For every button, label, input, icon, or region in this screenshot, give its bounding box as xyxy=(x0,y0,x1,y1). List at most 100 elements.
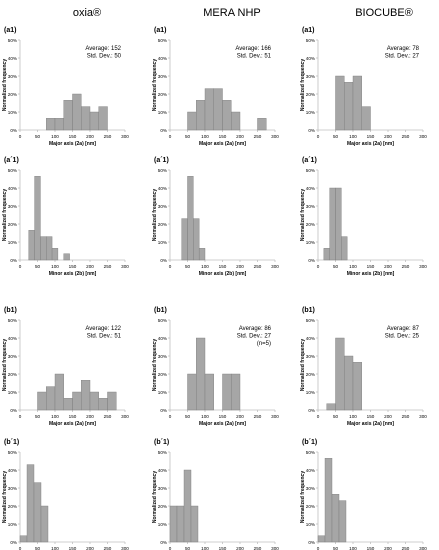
y-tick-label: 40% xyxy=(158,56,167,61)
x-tick-label: 300 xyxy=(271,414,279,419)
histogram-bar xyxy=(329,187,336,261)
x-tick-label: 100 xyxy=(201,414,209,419)
x-tick-label: 50 xyxy=(333,546,339,550)
y-tick-label: 30% xyxy=(8,74,17,79)
y-tick-label: 40% xyxy=(158,186,167,191)
y-tick-label: 0% xyxy=(308,128,315,133)
histogram-panel: (b1) 0% 10% 20% 30% 40% 50% 0 50 100 150 200 250 300 M… xyxy=(152,307,279,427)
y-tick-label: 50% xyxy=(158,168,167,173)
x-axis-label: Major axis (2a) [nm] xyxy=(347,421,394,427)
histogram-panel: (b´1) 0% 10% 20% 30% 40% 50% 0 50 100 150 200 250 300… xyxy=(300,439,427,550)
x-tick-label: 0 xyxy=(169,414,172,419)
stats-annotation: (n=5) xyxy=(257,341,271,347)
column-title-oxia: oxia® xyxy=(73,7,101,19)
stats-annotation: Std. Dev.: 27 xyxy=(385,54,420,60)
y-axis-label: Normalized frequency xyxy=(2,189,8,241)
histogram-bar xyxy=(40,236,47,261)
x-tick-label: 100 xyxy=(51,264,59,269)
x-tick-label: 50 xyxy=(35,414,41,419)
x-tick-label: 200 xyxy=(236,546,244,550)
y-tick-label: 40% xyxy=(306,56,315,61)
x-tick-label: 100 xyxy=(51,134,59,139)
panel-label: (b1) xyxy=(154,307,167,314)
x-tick-label: 50 xyxy=(333,264,339,269)
stats-annotation: Std. Dev.: 51 xyxy=(237,54,272,60)
y-tick-label: 20% xyxy=(306,372,315,377)
histogram-panel: (a´1) 0% 10% 20% 30% 40% 50% 0 50 100 150 200 250 300… xyxy=(152,157,279,277)
x-tick-label: 300 xyxy=(121,264,129,269)
histogram-bar xyxy=(34,176,41,261)
histogram-bar xyxy=(63,253,70,261)
y-tick-label: 10% xyxy=(8,390,17,395)
panel-label: (b´1) xyxy=(4,439,19,446)
histogram-bar xyxy=(89,111,99,131)
x-tick-label: 300 xyxy=(271,264,279,269)
y-tick-label: 10% xyxy=(8,110,17,115)
panel-label: (a´1) xyxy=(154,157,169,164)
y-tick-label: 0% xyxy=(10,540,17,545)
histogram-bar xyxy=(46,236,53,261)
y-tick-label: 10% xyxy=(158,110,167,115)
histogram-bar xyxy=(231,373,241,411)
x-tick-label: 300 xyxy=(419,264,427,269)
stats-annotation: Average: 166 xyxy=(235,46,271,52)
x-tick-label: 200 xyxy=(86,134,94,139)
x-tick-label: 50 xyxy=(185,134,191,139)
y-tick-label: 40% xyxy=(8,56,17,61)
x-tick-label: 50 xyxy=(35,264,41,269)
y-tick-label: 20% xyxy=(306,222,315,227)
x-tick-label: 0 xyxy=(169,134,172,139)
y-tick-label: 50% xyxy=(8,38,17,43)
y-tick-label: 0% xyxy=(308,540,315,545)
x-tick-label: 250 xyxy=(402,134,410,139)
histogram-bar xyxy=(323,248,330,261)
histogram-bar xyxy=(181,218,188,261)
x-tick-label: 200 xyxy=(86,264,94,269)
y-tick-label: 50% xyxy=(8,450,17,455)
y-tick-label: 0% xyxy=(308,408,315,413)
x-tick-label: 150 xyxy=(367,264,375,269)
panel-label: (a1) xyxy=(154,27,166,34)
histogram-panel: (b1) 0% 10% 20% 30% 40% 50% 0 50 100 150 200 250 300 M… xyxy=(2,307,129,427)
histogram-bar xyxy=(183,469,192,543)
histogram-bar xyxy=(326,403,336,411)
y-tick-label: 30% xyxy=(158,486,167,491)
y-tick-label: 50% xyxy=(306,168,315,173)
y-tick-label: 10% xyxy=(158,390,167,395)
panel-label: (a´1) xyxy=(302,157,317,164)
histogram-bar xyxy=(361,106,371,131)
y-tick-label: 40% xyxy=(8,186,17,191)
x-axis-label: Major axis (2a) [nm] xyxy=(199,141,246,147)
y-tick-label: 50% xyxy=(158,318,167,323)
histogram-bar xyxy=(352,75,362,131)
y-tick-label: 40% xyxy=(158,336,167,341)
histogram-bar xyxy=(331,494,340,543)
x-tick-label: 50 xyxy=(185,264,191,269)
x-tick-label: 150 xyxy=(367,134,375,139)
histogram-bar xyxy=(187,111,197,131)
y-tick-label: 0% xyxy=(160,408,167,413)
y-tick-label: 20% xyxy=(8,372,17,377)
y-tick-label: 30% xyxy=(8,354,17,359)
y-axis-label: Normalized frequency xyxy=(300,471,306,523)
histogram-bar xyxy=(341,236,348,261)
x-tick-label: 0 xyxy=(19,546,22,550)
y-axis-label: Normalized frequency xyxy=(2,471,8,523)
x-tick-label: 100 xyxy=(349,546,357,550)
x-tick-label: 150 xyxy=(69,546,77,550)
y-tick-label: 20% xyxy=(158,372,167,377)
y-tick-label: 20% xyxy=(8,222,17,227)
x-tick-label: 150 xyxy=(219,546,227,550)
x-tick-label: 0 xyxy=(169,546,172,550)
x-tick-label: 150 xyxy=(69,134,77,139)
histogram-bar xyxy=(37,391,47,411)
x-axis-label: Minor axis (2b) [nm] xyxy=(199,271,247,277)
x-tick-label: 250 xyxy=(104,264,112,269)
x-tick-label: 250 xyxy=(254,546,262,550)
x-axis-label: Major axis (2a) [nm] xyxy=(49,141,96,147)
y-axis-label: Normalized frequency xyxy=(300,339,306,391)
histogram-panel: (a´1) 0% 10% 20% 30% 40% 50% 0 50 100 150 200 250 300… xyxy=(300,157,427,277)
x-tick-label: 100 xyxy=(201,134,209,139)
panel-label: (a1) xyxy=(4,27,16,34)
histogram-bar xyxy=(222,100,232,131)
